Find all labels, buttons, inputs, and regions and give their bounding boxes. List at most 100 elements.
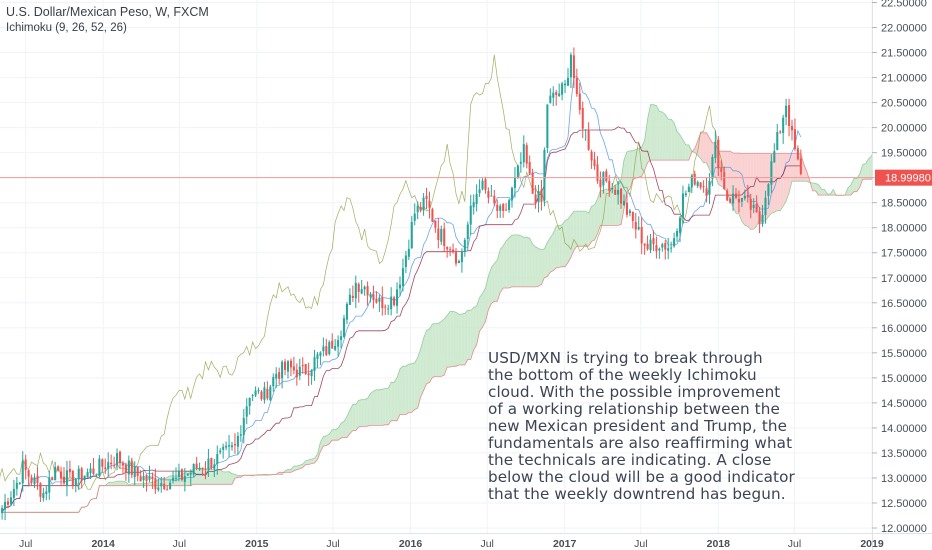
cloud-segment — [685, 144, 689, 161]
cloud-segment — [517, 234, 521, 287]
candle — [139, 470, 142, 482]
candle — [617, 180, 620, 205]
cloud-segment — [738, 153, 742, 222]
candle — [30, 474, 33, 486]
candle — [676, 228, 679, 242]
candle — [770, 154, 773, 193]
candle — [649, 233, 652, 254]
candle-body — [569, 54, 572, 78]
candle-body — [319, 352, 322, 356]
candle-body — [478, 189, 481, 194]
candle-body — [337, 340, 340, 347]
candle — [12, 479, 15, 507]
candle-body — [746, 195, 749, 198]
cloud-segment — [871, 154, 872, 180]
candle — [723, 166, 726, 190]
candle-body — [136, 466, 139, 476]
y-axis[interactable]: 12.00000 12.50000 13.00000 13.50000 14.00000… — [872, 0, 927, 535]
candle — [228, 435, 231, 458]
candle — [699, 181, 702, 190]
candle — [74, 478, 77, 493]
cloud-segment — [461, 313, 465, 366]
y-tick-label: 14.00000 — [881, 423, 927, 435]
candle-body — [475, 194, 478, 204]
y-tick-label: 12.00000 — [881, 523, 927, 535]
candle-body — [233, 444, 236, 446]
candle — [773, 143, 776, 163]
candle — [587, 122, 590, 151]
candle-body — [584, 129, 587, 131]
candle-body — [207, 458, 210, 470]
cloud-segment — [237, 475, 241, 478]
candle-body — [360, 289, 363, 294]
candle-body — [693, 173, 696, 185]
candle-body — [95, 474, 98, 476]
cloud-segment — [373, 389, 377, 426]
cloud-segment — [694, 141, 698, 156]
candle-body — [284, 361, 287, 370]
candle-body — [555, 92, 558, 96]
cloud-segment — [211, 469, 215, 485]
cloud-segment — [208, 468, 212, 485]
candle — [160, 476, 163, 493]
candle — [634, 213, 637, 239]
candle-body — [12, 488, 15, 498]
cloud-segment — [856, 173, 860, 192]
candle — [272, 373, 275, 392]
cloud-segment — [432, 323, 436, 378]
candle — [289, 358, 292, 376]
candle-body — [9, 497, 12, 505]
cloud-segment — [364, 398, 368, 427]
x-tick-label: 2017 — [553, 538, 577, 550]
candle-body — [260, 391, 263, 399]
candle-body — [726, 190, 729, 201]
candle — [89, 463, 92, 479]
cloud-segment — [423, 330, 427, 391]
candle — [534, 185, 537, 209]
cloud-segment — [400, 366, 403, 415]
y-tick-label: 16.50000 — [881, 298, 927, 310]
y-tick-label: 15.50000 — [881, 348, 927, 360]
cloud-segment — [288, 469, 291, 473]
candle — [434, 220, 437, 233]
candle — [180, 468, 183, 482]
cloud-segment — [420, 338, 424, 398]
candle-body — [201, 467, 204, 470]
candle — [151, 472, 154, 490]
cloud-segment — [853, 178, 857, 192]
cloud-segment — [594, 198, 598, 241]
candle-body — [27, 470, 30, 477]
cloud-segment — [349, 404, 353, 434]
candle-body — [328, 342, 331, 355]
candle — [118, 450, 122, 469]
candle-body — [378, 297, 381, 302]
x-tick-label: Jul — [19, 538, 32, 550]
candle-body — [375, 298, 378, 303]
indicator-legend[interactable]: Ichimoku (9, 26, 52, 26) — [6, 22, 127, 34]
cloud-segment — [668, 119, 672, 161]
cloud-segment — [302, 460, 306, 468]
cloud-segment — [355, 400, 359, 431]
candle — [148, 465, 151, 483]
candle — [637, 216, 640, 231]
cloud-segment — [529, 238, 533, 287]
candle — [714, 130, 717, 164]
candle — [758, 206, 761, 234]
cloud-segment — [352, 404, 356, 431]
candle — [793, 118, 796, 151]
candle — [33, 473, 36, 489]
x-tick-label: 2016 — [399, 538, 423, 550]
candle-body — [101, 459, 104, 467]
y-tick-label: 12.50000 — [881, 498, 927, 510]
candle — [443, 222, 446, 252]
candle — [24, 454, 27, 480]
x-axis[interactable]: Jul 2014 Jul 2015 Jul 2016 Jul 2017 Jul 2018 Jul 20… — [19, 538, 884, 550]
candle — [166, 485, 169, 491]
candle-body — [516, 165, 519, 178]
cloud-segment — [411, 362, 415, 413]
candle-body — [416, 206, 419, 213]
candle-body — [711, 156, 714, 179]
candle-body — [422, 197, 425, 211]
